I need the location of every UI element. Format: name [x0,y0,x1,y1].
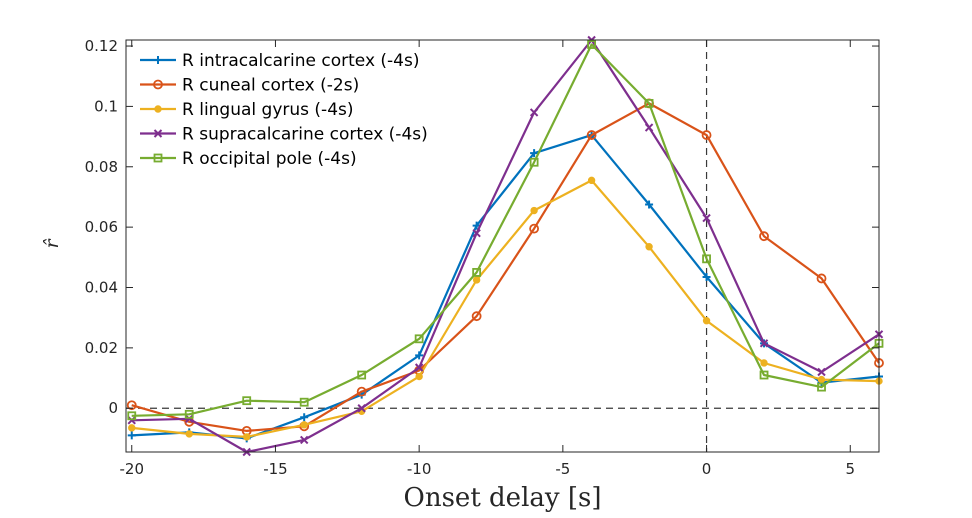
legend-swatch-marker [153,129,163,138]
data-point [300,421,308,429]
axes-box [125,39,880,453]
data-point [415,351,424,360]
legend-swatch-marker [154,105,162,113]
data-point [529,223,540,234]
data-point [299,435,309,445]
data-point [816,273,827,284]
legend-item: R occipital pole (-4s) [140,149,357,169]
data-point [472,276,481,284]
data-point [242,396,252,406]
legend-label: R occipital pole (-4s) [182,149,357,169]
y-axis: 0 0.02 0.04 0.06 0.08 0.1 0.12 [85,37,879,417]
x-tick-label: -15 [263,460,288,478]
data-point [759,370,769,380]
legend-label: R cuneal cortex (-2s) [182,76,359,96]
y-tick-label: 0.12 [85,37,118,55]
data-point [127,411,137,421]
data-point [127,416,136,425]
x-axis-title: Onset delay [s] [404,483,602,513]
series-5 [127,40,884,421]
data-point [586,130,597,140]
data-point [185,414,194,424]
x-tick-label: -20 [119,460,144,478]
legend-item: R supracalcarine cortex (-4s) [140,125,428,145]
series-layer [126,35,884,457]
data-point [759,231,769,242]
data-point [587,40,596,49]
series-line [131,38,880,454]
data-point [530,149,539,158]
data-point [587,176,596,185]
data-point [701,130,712,140]
x-axis: -20 -15 -10 -5 0 5 [119,40,855,478]
plot-area [126,40,879,452]
data-point [357,404,366,413]
data-point [357,370,367,380]
data-point [471,311,482,322]
data-point [702,272,711,281]
reference-lines [126,40,879,452]
x-tick-label: 5 [845,460,855,478]
data-point [300,413,309,422]
legend-swatch-marker [153,79,163,90]
data-point [243,433,251,441]
legend-swatch-marker [153,153,163,163]
data-point [645,200,654,209]
x-tick-label: -10 [407,460,432,478]
x-tick-label: -5 [555,460,570,478]
data-point [529,157,539,167]
legend-swatch-marker [154,56,162,64]
data-point [702,254,711,264]
y-tick-label: 0.08 [85,158,118,176]
y-tick-label: 0 [108,399,118,417]
y-tick-label: 0.04 [85,279,118,297]
data-point [414,363,424,372]
series-line [131,43,880,417]
plot-background [126,40,879,452]
legend-label: R lingual gyrus (-4s) [182,100,354,120]
y-axis-title: r̂ [41,238,63,249]
data-point [529,108,539,117]
series-line [131,102,880,432]
data-point [530,206,538,215]
data-point [817,382,826,392]
data-point [356,386,367,397]
data-point [759,339,769,348]
data-point [126,400,137,411]
legend-label: R supracalcarine cortex (-4s) [182,125,428,145]
legend-item: R lingual gyrus (-4s) [140,100,354,120]
data-point [299,397,309,407]
data-point [702,317,711,325]
data-point [817,375,826,384]
legend-item: R intracalcarine cortex (-4s) [140,51,420,71]
legend-item: R cuneal cortex (-2s) [140,76,359,96]
data-point [415,372,423,381]
data-point [817,367,826,377]
y-tick-label: 0.02 [85,339,118,357]
data-point [414,334,424,344]
axes-frame [125,39,880,453]
data-point [644,123,654,132]
data-point [127,431,136,440]
data-point [702,213,711,223]
y-tick-label: 0.06 [85,218,118,236]
data-point [644,98,654,108]
data-point [128,424,136,432]
x-tick-label: 0 [702,460,712,478]
data-point [760,359,768,367]
legend: R intracalcarine cortex (-4s) R cuneal co… [140,51,428,169]
data-point [472,268,482,277]
data-point [645,243,653,251]
data-point [184,409,194,419]
data-point [472,228,481,238]
y-tick-label: 0.1 [94,97,118,115]
legend-label: R intracalcarine cortex (-4s) [182,51,420,71]
data-point [185,430,193,438]
